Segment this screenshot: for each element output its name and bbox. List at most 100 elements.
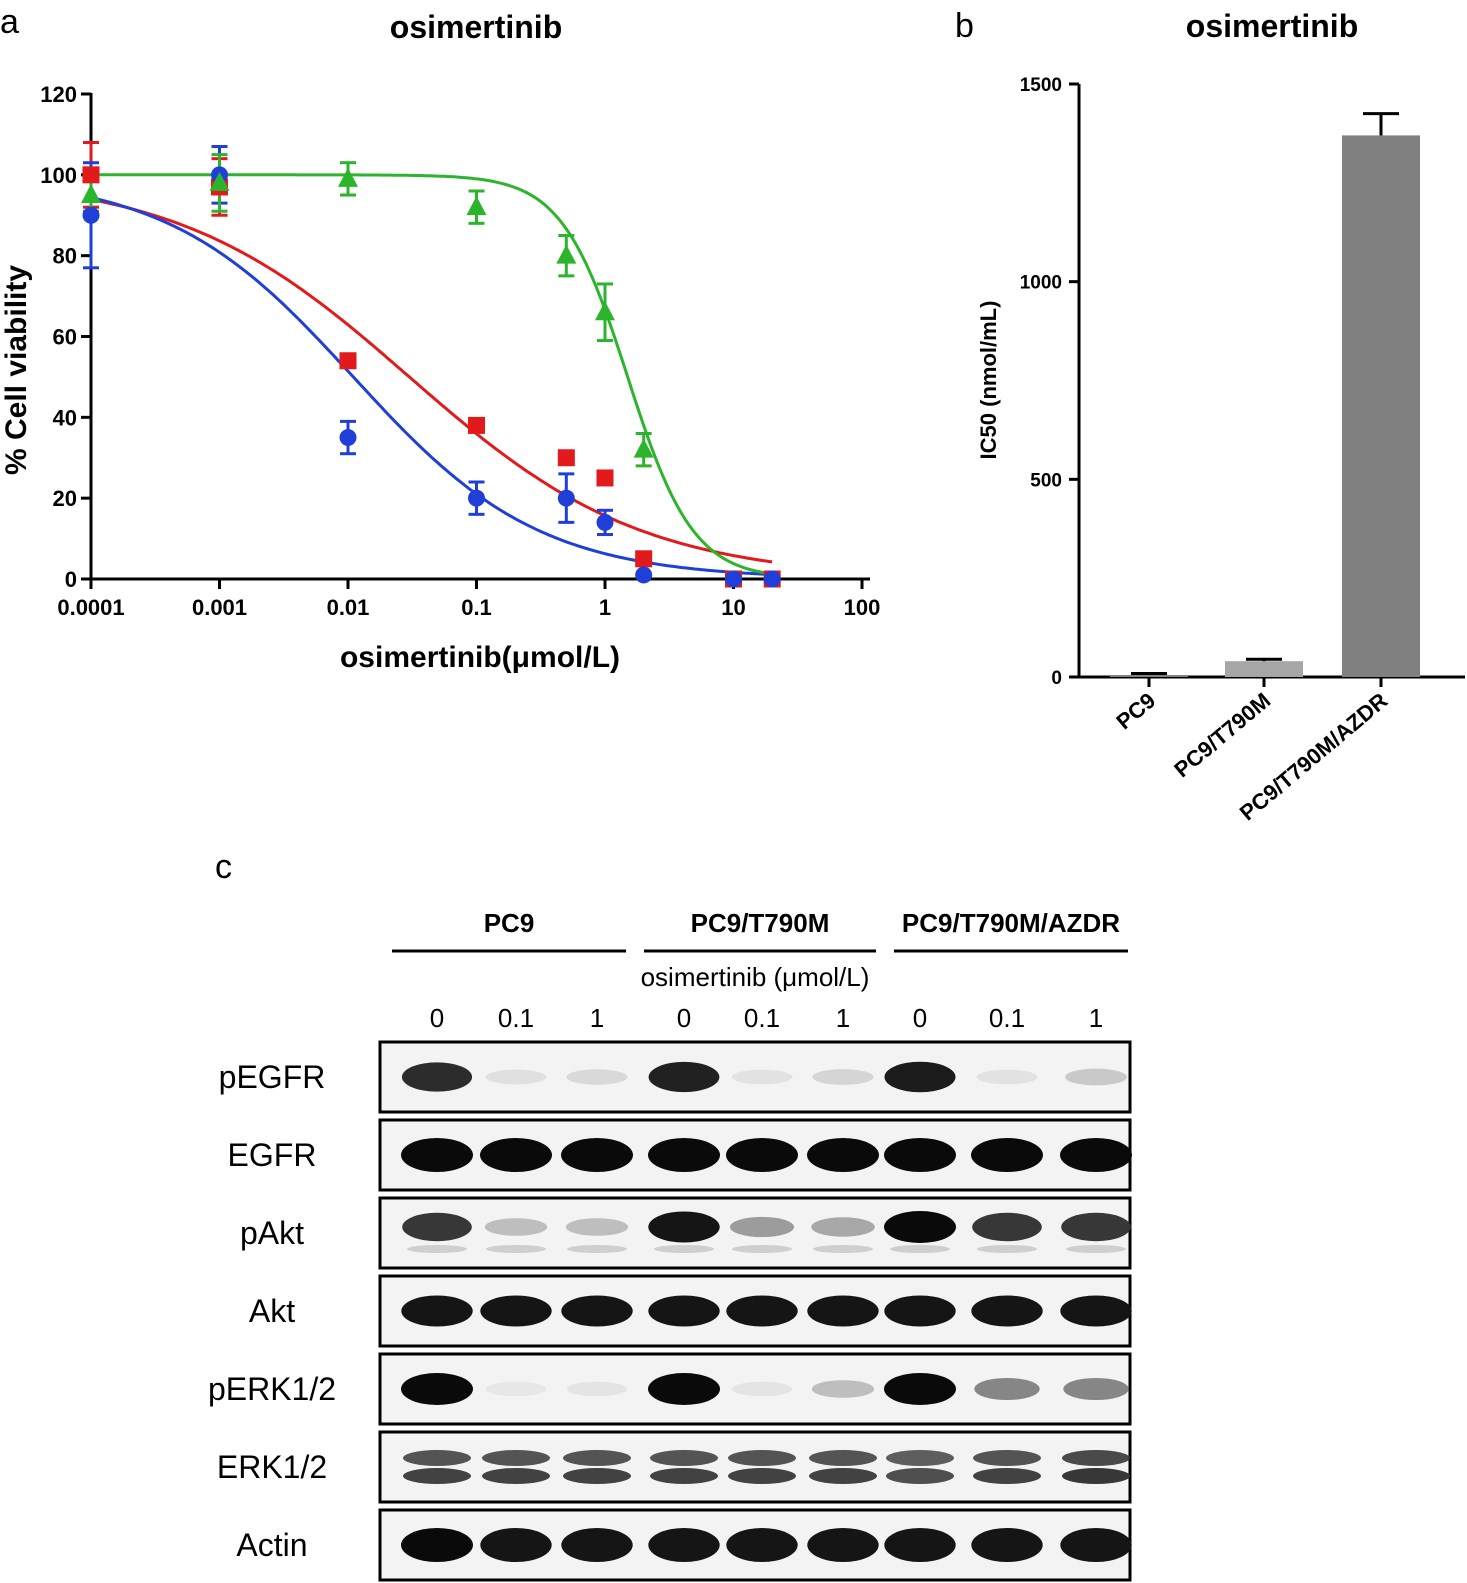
blot-band bbox=[484, 1218, 548, 1236]
y-tick-label: 20 bbox=[53, 486, 77, 511]
blot-band bbox=[401, 1528, 473, 1562]
blot-row-label: pAkt bbox=[240, 1215, 304, 1251]
bar bbox=[1225, 661, 1303, 677]
blot-band bbox=[1060, 1528, 1132, 1562]
blot-band-faint bbox=[407, 1245, 467, 1253]
blot-band bbox=[884, 1061, 956, 1093]
blot-band bbox=[561, 1138, 633, 1172]
dose-label: 0.1 bbox=[744, 1003, 780, 1033]
blot-membrane bbox=[378, 1430, 1132, 1504]
blot-band bbox=[971, 1138, 1043, 1172]
blot-band bbox=[731, 1381, 793, 1397]
blot-band bbox=[886, 1450, 954, 1466]
blot-band bbox=[726, 1295, 798, 1327]
blot-band bbox=[480, 1528, 552, 1562]
x-tick-label: 0.001 bbox=[192, 595, 247, 620]
blot-band-faint bbox=[486, 1245, 546, 1253]
data-point-circle bbox=[763, 570, 781, 588]
blot-row: pERK1/2 bbox=[208, 1352, 1132, 1426]
data-point-triangle bbox=[338, 167, 358, 187]
data-point-circle bbox=[635, 566, 653, 584]
chart-a-y-label: % Cell viability bbox=[0, 265, 33, 475]
blot-band bbox=[809, 1468, 877, 1484]
fit-curve bbox=[91, 173, 773, 576]
bar bbox=[1110, 675, 1188, 677]
blot-band bbox=[561, 1528, 633, 1562]
blot-band bbox=[812, 1069, 874, 1085]
dose-label: 0 bbox=[430, 1003, 444, 1033]
blot-row-label: Actin bbox=[236, 1527, 307, 1563]
blot-band bbox=[561, 1295, 633, 1327]
blot-group-label: PC9/T790M bbox=[691, 908, 830, 938]
x-tick-label: PC9 bbox=[1111, 688, 1160, 735]
y-tick-label: 500 bbox=[1030, 470, 1062, 491]
blot-band bbox=[648, 1061, 720, 1093]
blot-band bbox=[1062, 1468, 1130, 1484]
blot-band bbox=[402, 1212, 472, 1242]
blot-band-faint bbox=[1066, 1245, 1126, 1253]
blot-band bbox=[884, 1138, 956, 1172]
blot-band bbox=[807, 1138, 879, 1172]
blot-band bbox=[485, 1381, 547, 1397]
blot-row: ERK1/2 bbox=[217, 1430, 1132, 1504]
dose-label: 0 bbox=[913, 1003, 927, 1033]
blot-band bbox=[884, 1373, 956, 1405]
blot-band bbox=[809, 1450, 877, 1466]
treatment-label: osimertinib (μmol/L) bbox=[641, 962, 870, 992]
data-point-triangle bbox=[81, 184, 101, 204]
blot-band bbox=[971, 1295, 1043, 1327]
blot-band-faint bbox=[732, 1245, 792, 1253]
blot-row: pAkt bbox=[240, 1196, 1132, 1270]
data-point-circle bbox=[725, 570, 742, 588]
data-point-triangle bbox=[595, 301, 615, 321]
blot-band bbox=[566, 1381, 628, 1397]
fit-curve bbox=[90, 196, 773, 577]
x-tick-label: 100 bbox=[844, 595, 881, 620]
blot-band bbox=[403, 1468, 471, 1484]
blot-band bbox=[729, 1216, 795, 1238]
x-tick-label: PC9/T790M bbox=[1169, 688, 1275, 783]
x-tick-label: 10 bbox=[721, 595, 745, 620]
data-point-circle bbox=[596, 513, 614, 531]
y-tick-label: 40 bbox=[53, 405, 77, 430]
blot-row-label: EGFR bbox=[228, 1137, 317, 1173]
blot-band bbox=[971, 1528, 1043, 1562]
blot-band bbox=[726, 1138, 798, 1172]
blot-row: Actin bbox=[236, 1508, 1132, 1582]
blot-row: Akt bbox=[249, 1274, 1132, 1348]
blot-band bbox=[884, 1295, 956, 1327]
blot-band bbox=[650, 1450, 718, 1466]
data-point-circle bbox=[468, 489, 485, 507]
blot-band bbox=[563, 1468, 631, 1484]
blot-band-faint bbox=[654, 1245, 714, 1253]
chart-a-x-label: osimertinib(μmol/L) bbox=[340, 641, 620, 674]
data-point-triangle bbox=[466, 196, 487, 216]
y-tick-label: 120 bbox=[40, 82, 77, 107]
blot-band bbox=[1060, 1138, 1132, 1172]
dose-label: 0 bbox=[677, 1003, 691, 1033]
blot-band bbox=[401, 1373, 473, 1405]
western-blot: PC9 PC9/T790M PC9/T790M/AZDR osimertinib (… bbox=[208, 908, 1132, 1582]
blot-band bbox=[976, 1069, 1038, 1085]
blot-band bbox=[1063, 1377, 1129, 1401]
dose-label: 1 bbox=[590, 1003, 604, 1033]
x-tick-label: 0.1 bbox=[461, 595, 492, 620]
data-point-circle bbox=[339, 429, 357, 447]
data-point-circle bbox=[557, 489, 575, 507]
blot-band bbox=[811, 1380, 875, 1398]
data-point-circle bbox=[82, 206, 100, 224]
y-tick-label: 1000 bbox=[1020, 273, 1062, 294]
blot-band bbox=[482, 1450, 550, 1466]
chart-a-title: osimertinib bbox=[390, 9, 562, 45]
blot-row-label: Akt bbox=[249, 1293, 295, 1329]
blot-band bbox=[401, 1295, 473, 1327]
blot-band-faint bbox=[813, 1245, 873, 1253]
chart-b-title: osimertinib bbox=[1186, 8, 1358, 44]
x-tick-label: 1 bbox=[599, 595, 611, 620]
blot-band bbox=[648, 1211, 720, 1243]
blot-band bbox=[1060, 1295, 1132, 1327]
data-point-square bbox=[557, 449, 575, 467]
panel-letter-c: c bbox=[215, 848, 232, 886]
blot-band bbox=[726, 1528, 798, 1562]
